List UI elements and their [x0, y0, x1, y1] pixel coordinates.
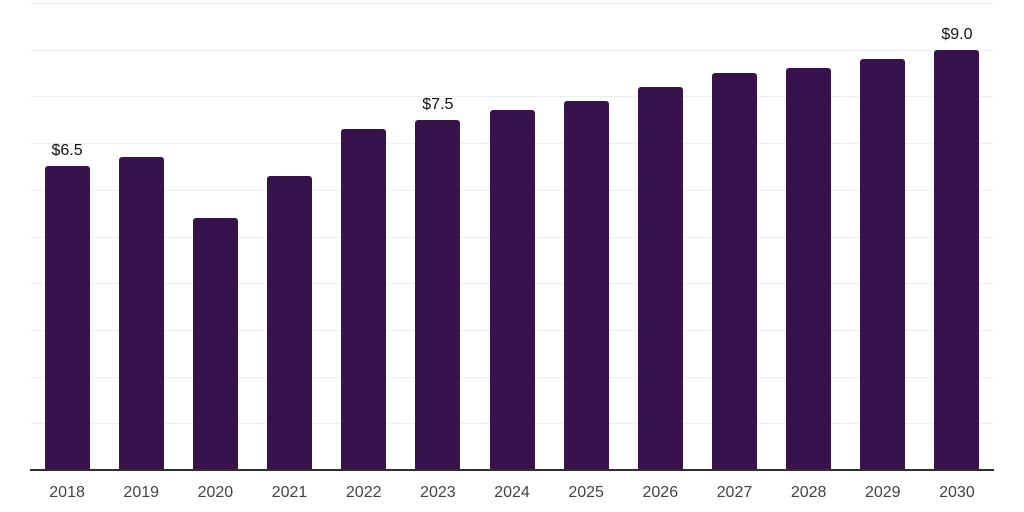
bar-2022	[341, 129, 387, 470]
x-axis: 2018 2019 2020 2021 2022 2023 2024 2025 2026 2027…	[30, 485, 994, 507]
bar-2028	[786, 68, 832, 470]
gridline	[30, 96, 994, 98]
value-label-2018: $6.5	[51, 142, 83, 160]
x-tick-label-2029: 2029	[864, 484, 901, 501]
bar-2021	[267, 175, 313, 470]
x-tick-label-2028: 2028	[790, 484, 827, 501]
value-label-2030: $9.0	[941, 25, 973, 43]
x-tick-label-2018: 2018	[49, 484, 85, 501]
x-tick-label-2021: 2021	[271, 484, 308, 501]
bar-2027	[711, 73, 757, 470]
plot-area: $6.5 $7.5 $9.0	[30, 3, 994, 470]
gridline	[30, 3, 994, 4]
bar-2020	[192, 217, 238, 470]
x-tick-label-2024: 2024	[494, 484, 530, 501]
x-tick-label-2022: 2022	[345, 484, 382, 501]
bar-2029	[860, 59, 906, 470]
gridline	[30, 49, 994, 51]
x-tick-label-2025: 2025	[568, 484, 604, 501]
bar-2018	[44, 166, 90, 470]
bar-2023	[415, 119, 461, 470]
x-tick-label-2027: 2027	[716, 484, 753, 501]
x-tick-label-2019: 2019	[123, 484, 160, 501]
x-tick-label-2030: 2030	[939, 484, 975, 501]
bar-2025	[563, 101, 609, 470]
bar-2019	[118, 157, 164, 470]
value-label-2023: $7.5	[422, 95, 454, 113]
bar-2030	[934, 49, 980, 470]
bar-2024	[489, 110, 535, 470]
bar-2026	[637, 87, 683, 470]
x-tick-label-2026: 2026	[642, 484, 679, 501]
x-tick-label-2023: 2023	[420, 484, 456, 501]
x-tick-label-2020: 2020	[197, 484, 234, 501]
x-axis-line	[30, 469, 994, 471]
